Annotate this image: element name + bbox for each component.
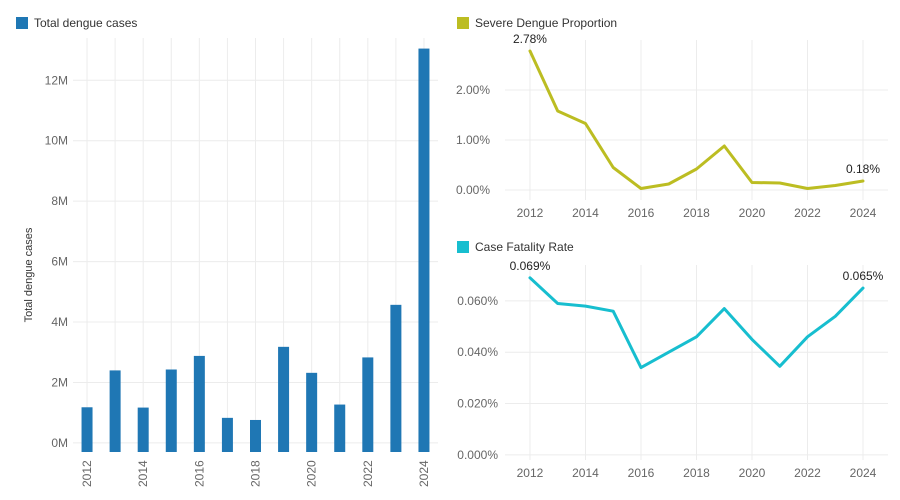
bar-2012[interactable]	[81, 407, 93, 452]
bar-2024[interactable]	[418, 48, 430, 453]
legend-case-fatality[interactable]: Case Fatality Rate	[457, 240, 574, 254]
bar-2013[interactable]	[109, 370, 121, 452]
legend-swatch-total-cases	[16, 17, 28, 29]
legend-swatch-case-fatality	[457, 241, 469, 253]
legend-label-case-fatality: Case Fatality Rate	[475, 240, 574, 254]
bar-x-tick-label: 2020	[305, 460, 319, 487]
severe-x-tick-label: 2014	[572, 206, 599, 220]
bar-2016[interactable]	[193, 355, 205, 452]
bar-2017[interactable]	[221, 417, 233, 452]
severe-x-tick-label: 2024	[850, 206, 877, 220]
bar-x-tick-label: 2012	[80, 460, 94, 487]
bar-x-tick-label: 2014	[136, 460, 150, 487]
bar-y-tick-label: 6M	[51, 255, 68, 269]
bar-2018[interactable]	[250, 419, 261, 452]
legend-label-total-cases: Total dengue cases	[34, 16, 138, 30]
cfr-data-label: 0.069%	[510, 259, 551, 273]
bar-2019[interactable]	[278, 346, 290, 452]
bar-y-axis-title: Total dengue cases	[23, 227, 35, 322]
bar-x-tick-label: 2018	[249, 460, 263, 487]
legend-swatch-severe-proportion	[457, 17, 469, 29]
cfr-x-tick-label: 2020	[739, 466, 766, 480]
bar-2020[interactable]	[306, 372, 318, 452]
cfr-y-tick-label: 0.000%	[457, 448, 498, 462]
bar-y-tick-label: 4M	[51, 315, 68, 329]
bar-2021[interactable]	[334, 404, 346, 452]
cfr-x-tick-label: 2016	[628, 466, 655, 480]
bar-2022[interactable]	[362, 357, 374, 452]
severe-y-tick-label: 1.00%	[456, 133, 490, 147]
legend-severe-proportion[interactable]: Severe Dengue Proportion	[457, 16, 617, 30]
cfr-y-tick-label: 0.040%	[457, 345, 498, 359]
cfr-series-line[interactable]	[528, 276, 865, 370]
cfr-y-tick-label: 0.020%	[457, 397, 498, 411]
bar-x-tick-label: 2024	[417, 460, 431, 487]
cfr-x-tick-label: 2024	[850, 466, 877, 480]
bar-y-tick-label: 10M	[45, 134, 68, 148]
bar-y-tick-label: 8M	[51, 194, 68, 208]
cfr-x-tick-label: 2012	[517, 466, 544, 480]
severe-y-tick-label: 2.00%	[456, 83, 490, 97]
severe-x-tick-label: 2020	[739, 206, 766, 220]
legend-label-severe-proportion: Severe Dengue Proportion	[475, 16, 618, 30]
bar-x-tick-label: 2016	[192, 460, 206, 487]
cfr-data-label: 0.065%	[843, 269, 884, 283]
bar-y-tick-label: 0M	[51, 436, 68, 450]
bar-2014[interactable]	[137, 407, 149, 452]
bar-2015[interactable]	[165, 369, 177, 452]
bar-x-tick-label: 2022	[361, 460, 375, 487]
severe-y-tick-label: 0.00%	[456, 183, 490, 197]
severe-data-label: 0.18%	[846, 162, 880, 176]
bar-y-tick-label: 2M	[51, 375, 68, 389]
cfr-x-tick-label: 2022	[794, 466, 821, 480]
legend-total-cases[interactable]: Total dengue cases	[16, 16, 137, 30]
severe-x-tick-label: 2012	[517, 206, 544, 220]
cfr-x-tick-label: 2014	[572, 466, 599, 480]
cfr-x-tick-label: 2018	[683, 466, 710, 480]
severe-series-line[interactable]	[528, 49, 865, 190]
bar-y-tick-label: 12M	[45, 73, 68, 87]
severe-x-tick-label: 2018	[683, 206, 710, 220]
severe-x-tick-label: 2022	[794, 206, 821, 220]
bar-2023[interactable]	[390, 304, 402, 452]
cfr-y-tick-label: 0.060%	[457, 294, 498, 308]
severe-x-tick-label: 2016	[628, 206, 655, 220]
severe-data-label: 2.78%	[513, 32, 547, 46]
